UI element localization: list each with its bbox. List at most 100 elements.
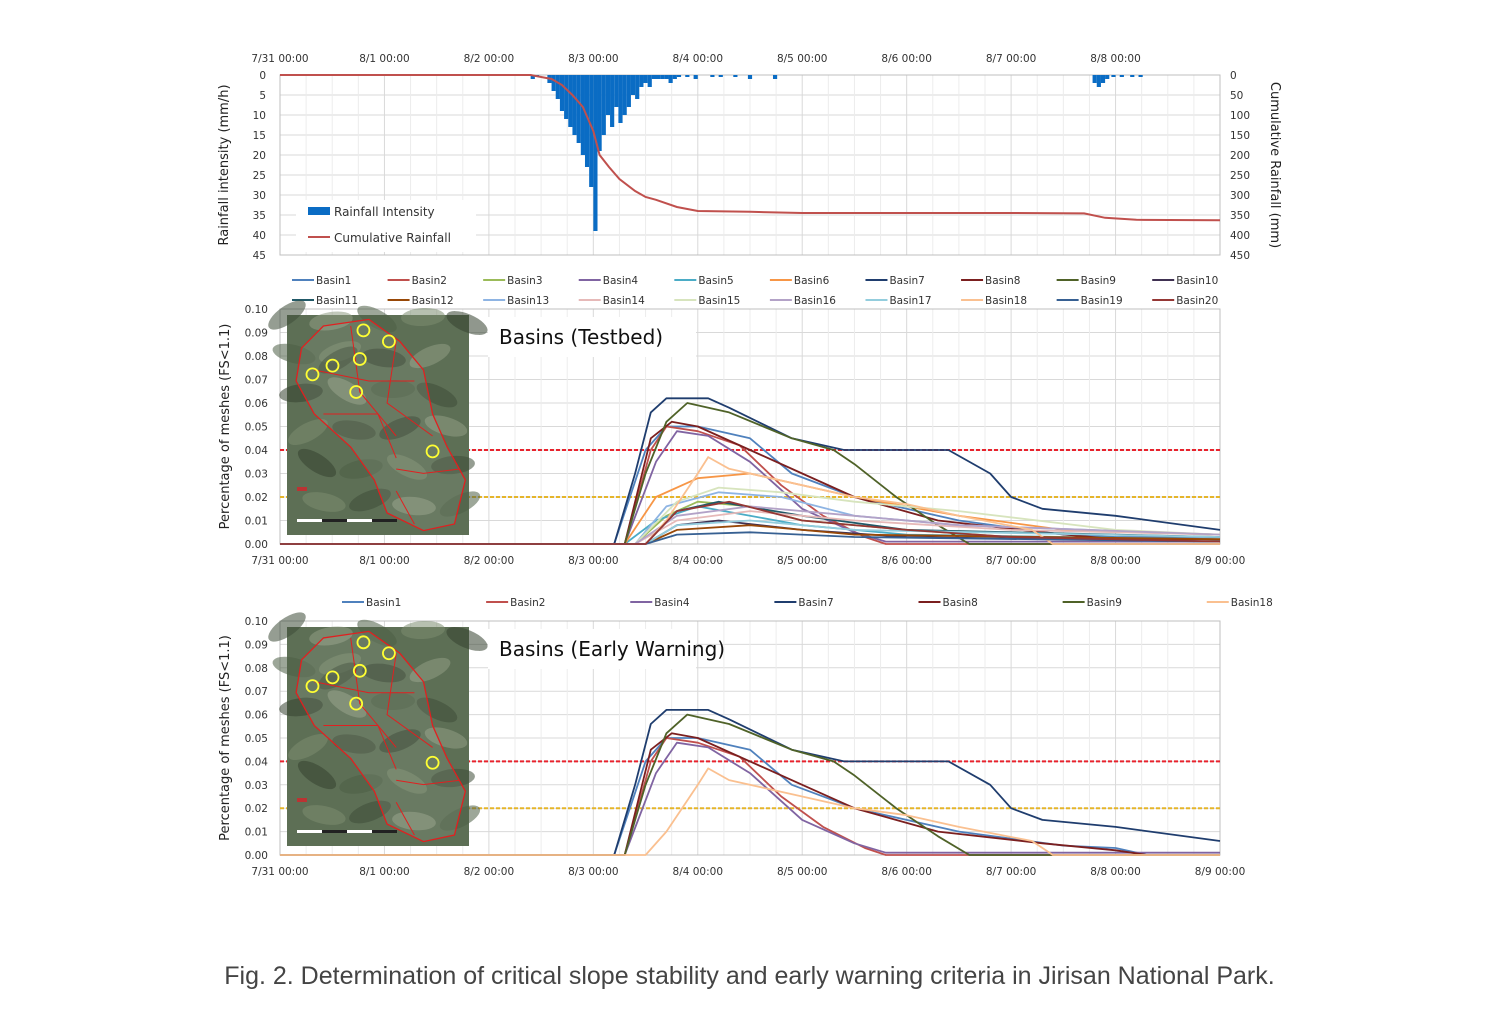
rain-bar — [747, 75, 753, 79]
rain-bar — [1096, 75, 1101, 87]
y-tick-label: 40 — [253, 230, 266, 242]
terrain-texture — [302, 492, 346, 512]
y-tick-label: 0.08 — [245, 351, 268, 363]
y-tick-label: 15 — [253, 130, 266, 142]
terrain-texture — [371, 379, 415, 399]
terrain-texture — [431, 455, 475, 475]
y-tick-label: 0.07 — [245, 375, 268, 387]
x-tick-label: 7/31 00:00 — [251, 555, 308, 567]
rain-bar — [589, 75, 594, 187]
x-tick-label: 7/31 00:00 — [251, 866, 308, 878]
y-tick-label: 0.06 — [245, 398, 269, 410]
landslide-site-marker — [305, 679, 320, 694]
y-tick-label: 0.03 — [245, 469, 268, 481]
sub-basin-boundary — [350, 637, 397, 748]
y-tick-label: 45 — [253, 250, 266, 262]
panel-title-box — [488, 629, 696, 669]
legend-label: Cumulative Rainfall — [334, 231, 451, 245]
legend-label: Basin11 — [316, 295, 358, 307]
x-tick-label: 8/8 00:00 — [1090, 866, 1141, 878]
map-scale-bar-segment — [372, 830, 397, 833]
series-line-basin18 — [280, 456, 1220, 545]
rain-bar — [559, 75, 565, 111]
x-tick-label: 8/6 00:00 — [881, 53, 932, 65]
rain-bar — [614, 75, 619, 107]
x-tick-label: 8/2 00:00 — [464, 53, 515, 65]
legend-label: Basin1 — [316, 275, 351, 287]
y2-axis-label: Cumulative Rainfall (mm) — [1267, 82, 1282, 248]
legend-label: Basin9 — [1081, 275, 1116, 287]
rain-bar — [601, 75, 606, 135]
legend-label: Basin18 — [1231, 597, 1273, 609]
x-tick-label: 8/5 00:00 — [777, 53, 828, 65]
y2-tick-label: 150 — [1230, 130, 1250, 142]
y-tick-label: 0.10 — [245, 304, 268, 316]
rain-bar — [555, 75, 560, 99]
y2-tick-label: 450 — [1230, 250, 1250, 262]
figure-caption: Fig. 2. Determination of critical slope … — [224, 962, 1275, 990]
terrain-texture — [327, 690, 367, 718]
legend-label: Basin7 — [798, 597, 833, 609]
y2-tick-label: 400 — [1230, 230, 1250, 242]
rain-bar — [564, 75, 569, 119]
rain-bar — [672, 75, 677, 79]
terrain-texture — [362, 663, 406, 683]
y-tick-label: 0.03 — [245, 780, 268, 792]
y-tick-label: 0.04 — [245, 445, 269, 457]
landslide-site-marker — [352, 663, 367, 678]
y-tick-label: 0.05 — [245, 422, 268, 434]
map-legend-chip — [297, 798, 307, 802]
terrain-texture — [416, 697, 458, 723]
terrain-texture — [268, 300, 306, 330]
series-line-basin8 — [280, 732, 1220, 856]
x-tick-label: 8/4 00:00 — [673, 866, 724, 878]
x-tick-label: 8/6 00:00 — [881, 555, 932, 567]
landslide-site-marker — [425, 444, 440, 459]
rain-bar — [576, 75, 581, 143]
y-tick-label: 0.06 — [245, 710, 269, 722]
legend-label: Basin20 — [1176, 295, 1218, 307]
landslide-site-marker — [349, 385, 364, 399]
rain-bar — [664, 75, 669, 79]
terrain-texture — [386, 768, 428, 794]
y-tick-label: 30 — [253, 190, 266, 202]
y2-tick-label: 200 — [1230, 150, 1250, 162]
series-line-basin18 — [280, 767, 1220, 856]
rain-bar — [685, 75, 690, 77]
terrain-texture — [339, 459, 383, 479]
rain-bar — [630, 75, 636, 95]
landslide-site-marker — [325, 358, 340, 373]
rain-bar — [643, 75, 648, 83]
terrain-texture — [288, 733, 328, 761]
terrain-texture — [392, 811, 436, 831]
legend-label: Basin8 — [943, 597, 978, 609]
rain-bar — [710, 75, 715, 77]
legend-label: Basin16 — [794, 295, 836, 307]
series-line-basin5 — [280, 505, 1221, 545]
y-tick-label: 0.04 — [245, 756, 269, 768]
terrain-texture — [297, 448, 337, 478]
landslide-site-marker — [349, 696, 364, 711]
y-tick-label: 0.01 — [245, 827, 268, 839]
terrain-texture — [409, 343, 451, 369]
rain-bar — [572, 75, 577, 135]
rain-bar — [1092, 75, 1097, 83]
terrain-texture — [409, 657, 451, 683]
rain-bar — [651, 75, 656, 79]
x-tick-label: 8/1 00:00 — [359, 53, 410, 65]
terrain-texture — [332, 734, 376, 754]
panel-title-box — [488, 317, 696, 357]
legend-label: Basin9 — [1087, 597, 1122, 609]
y2-tick-label: 300 — [1230, 190, 1250, 202]
legend-label: Basin4 — [654, 597, 690, 609]
terrain-texture — [386, 454, 428, 480]
legend-label: Basin7 — [889, 275, 924, 287]
sub-basin-boundary — [396, 779, 460, 786]
y-tick-label: 0.05 — [245, 733, 268, 745]
rain-bar — [568, 75, 573, 127]
x-tick-label: 8/1 00:00 — [359, 866, 410, 878]
x-tick-label: 8/7 00:00 — [986, 53, 1037, 65]
y-tick-label: 35 — [253, 210, 266, 222]
plot-frame — [279, 308, 1221, 545]
landslide-site-marker — [325, 670, 340, 685]
